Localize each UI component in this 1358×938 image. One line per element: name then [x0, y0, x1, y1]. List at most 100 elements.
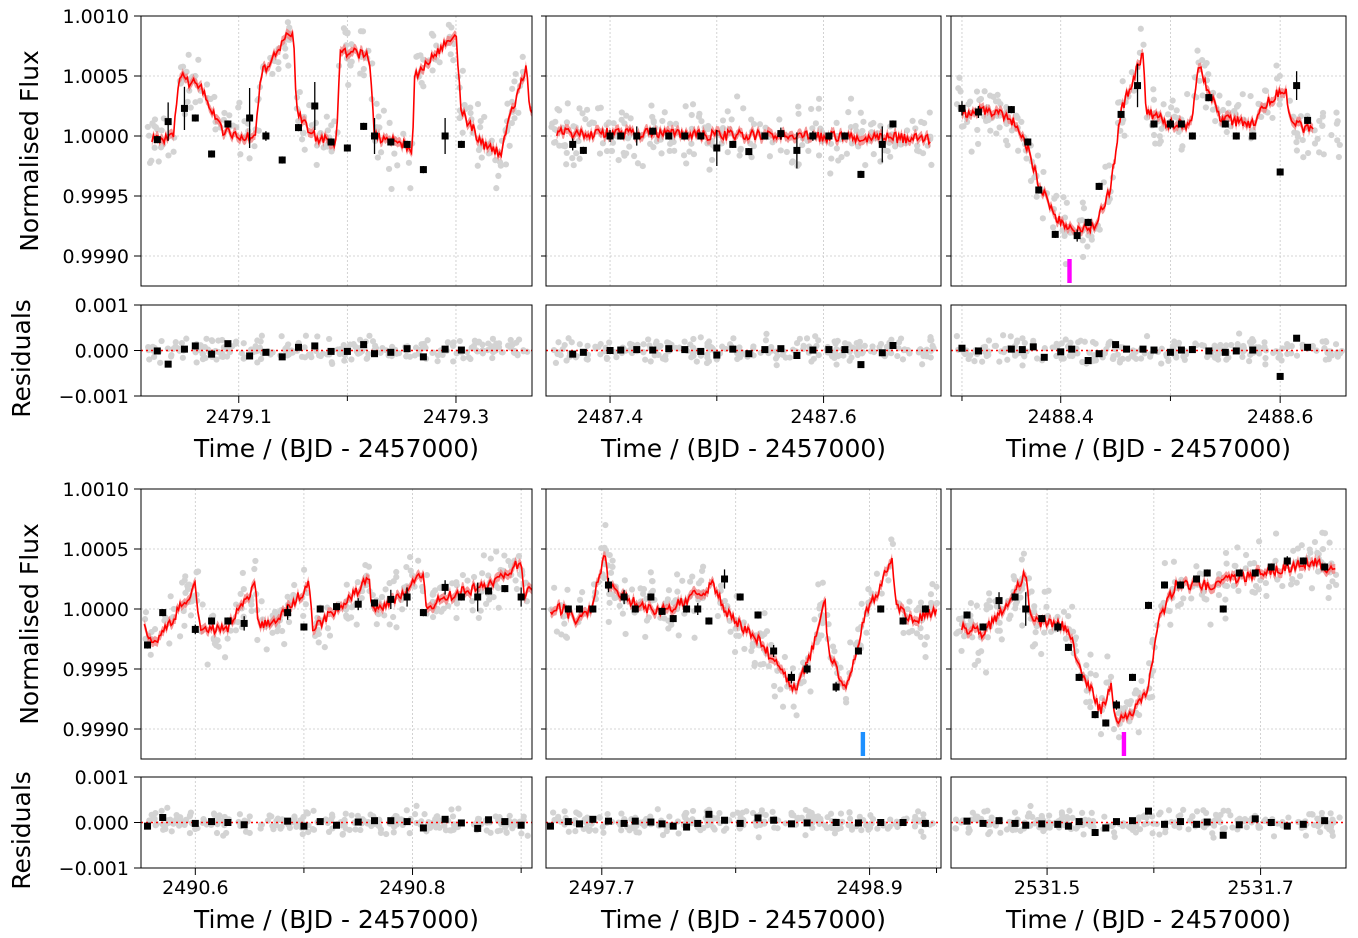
raw-residual-point — [833, 361, 840, 368]
raw-flux-point — [380, 107, 387, 114]
binned-residual-point — [1150, 346, 1158, 354]
raw-residual-point — [966, 827, 973, 834]
x-axis-label: Time / (BJD - 2457000) — [1005, 905, 1291, 934]
raw-flux-point — [1003, 104, 1010, 111]
raw-flux-point — [1180, 595, 1187, 602]
raw-residual-point — [762, 337, 769, 344]
raw-flux-point — [385, 165, 393, 173]
raw-residual-point — [157, 359, 164, 366]
binned-residual-point — [1293, 334, 1301, 342]
binned-flux-point — [787, 673, 795, 681]
binned-residual-point — [144, 822, 152, 830]
raw-residual-point — [996, 358, 1003, 365]
raw-flux-point — [300, 612, 307, 620]
raw-residual-point — [703, 359, 711, 367]
raw-residual-point — [434, 352, 442, 359]
raw-flux-point — [563, 634, 571, 641]
raw-flux-point — [328, 122, 335, 129]
raw-residual-point — [985, 337, 993, 344]
raw-flux-point — [282, 53, 289, 60]
raw-flux-point — [873, 570, 881, 577]
binned-residual-point — [360, 341, 368, 349]
binned-residual-point — [387, 817, 395, 825]
raw-flux-point — [142, 609, 150, 616]
binned-residual-point — [1038, 820, 1046, 828]
raw-residual-point — [1185, 826, 1192, 833]
binned-residual-point — [899, 819, 907, 826]
raw-residual-point — [1212, 811, 1220, 818]
raw-flux-point — [1247, 93, 1254, 100]
raw-flux-point — [647, 140, 654, 148]
raw-residual-point — [1217, 811, 1224, 819]
raw-flux-point — [1050, 224, 1057, 231]
raw-flux-point — [1255, 538, 1263, 545]
raw-flux-point — [1293, 139, 1300, 146]
raw-flux-point — [461, 101, 468, 109]
raw-flux-point — [714, 612, 721, 620]
raw-residual-point — [406, 830, 413, 837]
raw-residual-point — [1079, 358, 1086, 366]
binned-flux-point — [1091, 711, 1099, 719]
raw-flux-point — [1051, 195, 1058, 202]
raw-flux-point — [997, 100, 1004, 108]
raw-flux-point — [1031, 603, 1038, 610]
raw-residual-point — [1101, 813, 1108, 820]
raw-residual-point — [755, 834, 762, 841]
raw-residual-point — [1326, 826, 1333, 833]
x-tick-label: 2488.6 — [1247, 406, 1313, 428]
raw-flux-point — [1110, 726, 1118, 733]
raw-residual-point — [1133, 355, 1140, 362]
binned-flux-point — [1054, 623, 1062, 631]
binned-residual-point — [854, 819, 862, 827]
raw-flux-point — [1170, 558, 1178, 565]
x-tick-label: 2498.9 — [836, 877, 902, 899]
raw-flux-point — [251, 565, 258, 573]
raw-flux-point — [1263, 592, 1270, 600]
raw-residual-point — [666, 813, 673, 820]
raw-residual-point — [1012, 826, 1019, 833]
raw-residual-point — [952, 825, 960, 832]
raw-flux-point — [596, 150, 604, 157]
raw-flux-point — [1127, 697, 1134, 705]
raw-flux-point — [382, 586, 389, 593]
raw-residual-point — [352, 826, 359, 833]
y-tick-label: 1.0005 — [63, 66, 129, 88]
raw-flux-point — [493, 185, 500, 192]
raw-flux-point — [248, 607, 255, 615]
raw-flux-point — [1296, 573, 1304, 580]
raw-flux-point — [904, 127, 911, 134]
model-line — [151, 29, 532, 159]
raw-residual-point — [506, 812, 513, 819]
binned-residual-point — [441, 815, 449, 823]
raw-residual-point — [518, 830, 525, 837]
raw-flux-point — [960, 123, 967, 130]
raw-flux-point — [1150, 86, 1157, 93]
raw-flux-point — [837, 664, 844, 671]
raw-flux-point — [154, 126, 161, 133]
raw-flux-point — [691, 634, 698, 641]
raw-flux-point — [1041, 588, 1048, 595]
x-tick-label: 2490.6 — [162, 877, 228, 899]
binned-residual-point — [224, 340, 232, 348]
raw-flux-point — [1018, 556, 1025, 563]
raw-flux-point — [955, 628, 962, 635]
raw-flux-point — [765, 663, 773, 670]
binned-flux-point — [224, 617, 232, 625]
raw-flux-point — [378, 593, 386, 601]
raw-flux-point — [429, 591, 436, 598]
raw-residual-point — [468, 344, 475, 351]
binned-flux-point — [501, 585, 509, 593]
binned-flux-point — [311, 102, 319, 110]
raw-flux-point — [760, 660, 767, 668]
binned-flux-point — [208, 617, 216, 625]
raw-residual-point — [494, 828, 501, 835]
binned-residual-point — [979, 819, 987, 827]
raw-residual-point — [1021, 339, 1028, 347]
raw-residual-point — [178, 340, 185, 347]
raw-flux-point — [195, 56, 202, 63]
binned-flux-point — [387, 595, 395, 603]
raw-flux-point — [1221, 582, 1229, 589]
raw-flux-point — [1054, 613, 1061, 620]
binned-flux-point — [921, 605, 929, 613]
raw-residual-point — [300, 813, 307, 821]
